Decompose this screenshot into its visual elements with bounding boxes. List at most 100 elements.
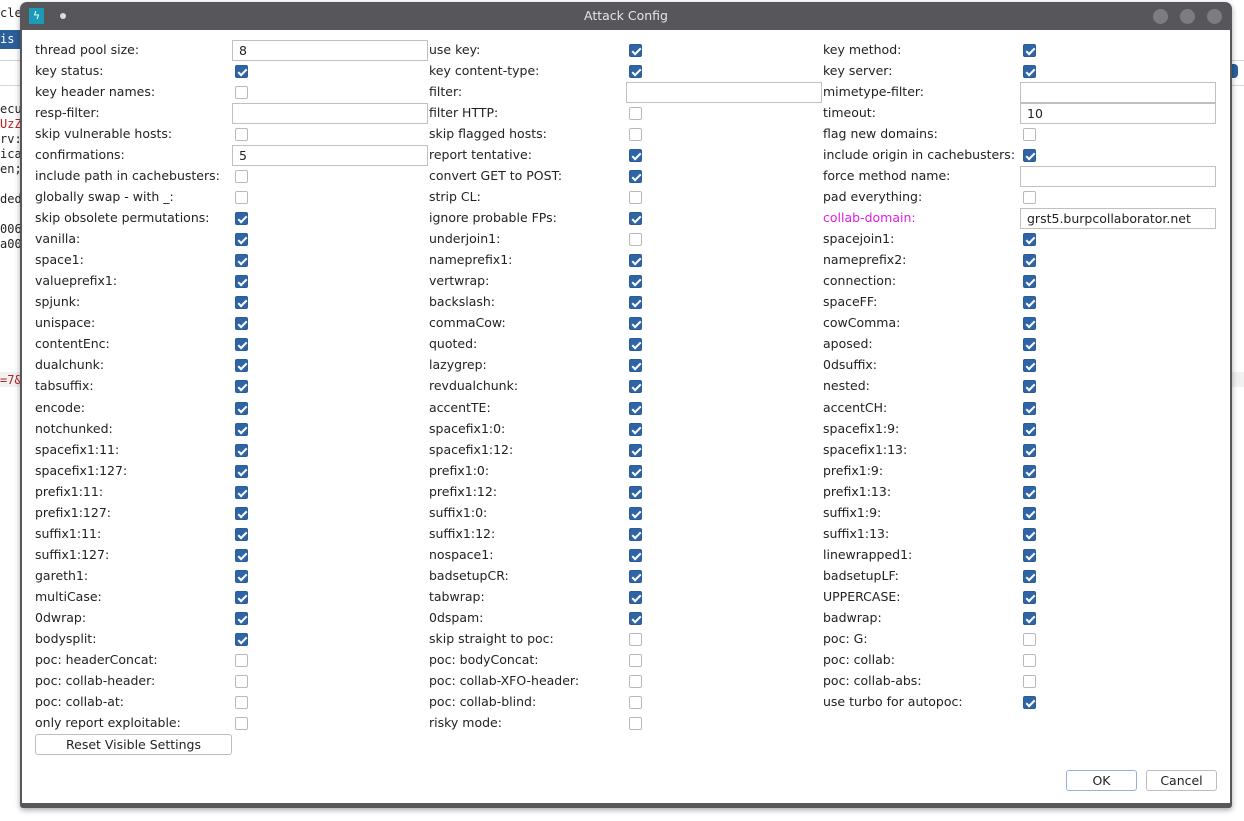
multicase-checkbox[interactable]: [235, 590, 248, 604]
reset-visible-settings-button[interactable]: Reset Visible Settings: [35, 734, 232, 755]
uppercase-checkbox[interactable]: [1023, 590, 1036, 604]
use-key-checkbox[interactable]: [629, 44, 642, 57]
include-origin-in-cachebusters-checkbox[interactable]: [1023, 149, 1036, 163]
prefix1-11-checkbox[interactable]: [235, 485, 248, 499]
quoted-checkbox[interactable]: [629, 338, 642, 352]
key-status-checkbox[interactable]: [235, 65, 248, 79]
bodysplit-checkbox[interactable]: [235, 632, 248, 646]
poc-collab-xfo-header-checkbox[interactable]: [629, 674, 642, 688]
underjoin1-checkbox[interactable]: [629, 233, 642, 247]
badsetuplf-checkbox[interactable]: [1023, 569, 1036, 583]
mimetype-filter-input[interactable]: [1020, 82, 1216, 104]
backslash-checkbox[interactable]: [629, 296, 642, 310]
encode-checkbox[interactable]: [235, 401, 248, 415]
dualchunk-checkbox[interactable]: [235, 359, 248, 373]
strip-cl-checkbox[interactable]: [629, 191, 642, 205]
suffix1-12-checkbox[interactable]: [629, 527, 642, 541]
suffix1-11-checkbox[interactable]: [235, 527, 248, 541]
filter-input[interactable]: [626, 82, 822, 104]
suffix1-13-checkbox[interactable]: [1023, 527, 1036, 541]
use-turbo-for-autopoc-checkbox[interactable]: [1023, 695, 1036, 709]
poc-collab-header-checkbox[interactable]: [235, 674, 248, 688]
spacefix1-12-checkbox[interactable]: [629, 443, 642, 457]
accentte-checkbox[interactable]: [629, 401, 642, 415]
spacefix1-13-checkbox[interactable]: [1023, 443, 1036, 457]
contentenc-checkbox[interactable]: [235, 338, 248, 352]
vanilla-checkbox[interactable]: [235, 233, 248, 247]
spacefix1-11-checkbox[interactable]: [235, 443, 248, 457]
prefix1-12-checkbox[interactable]: [629, 485, 642, 499]
title-bar[interactable]: ϟ Attack Config: [20, 2, 1232, 30]
skip-obsolete-permutations-checkbox[interactable]: [235, 212, 248, 226]
prefix1-127-checkbox[interactable]: [235, 506, 248, 520]
tabsuffix-checkbox[interactable]: [235, 380, 248, 394]
revdualchunk-checkbox[interactable]: [629, 380, 642, 394]
thread-pool-size-input[interactable]: 8: [232, 40, 428, 61]
key-server-checkbox[interactable]: [1023, 65, 1036, 79]
poc-g-checkbox[interactable]: [1023, 632, 1036, 646]
space1-checkbox[interactable]: [235, 254, 248, 268]
collab-domain-input[interactable]: grst5.burpcollaborator.net: [1020, 208, 1216, 230]
commacow-checkbox[interactable]: [629, 317, 642, 331]
poc-collab-checkbox[interactable]: [1023, 653, 1036, 667]
poc-headerconcat-checkbox[interactable]: [235, 653, 248, 667]
prefix1-9-checkbox[interactable]: [1023, 464, 1036, 478]
spjunk-checkbox[interactable]: [235, 296, 248, 310]
poc-collab-blind-checkbox[interactable]: [629, 695, 642, 709]
spacefix1-9-checkbox[interactable]: [1023, 422, 1036, 436]
suffix1-0-checkbox[interactable]: [629, 506, 642, 520]
poc-collab-at-checkbox[interactable]: [235, 695, 248, 709]
include-path-in-cachebusters-checkbox[interactable]: [235, 170, 248, 184]
spacefix1-0-checkbox[interactable]: [629, 422, 642, 436]
nested-checkbox[interactable]: [1023, 380, 1036, 394]
connection-checkbox[interactable]: [1023, 275, 1036, 289]
key-method-checkbox[interactable]: [1023, 44, 1036, 57]
filter-http-checkbox[interactable]: [629, 107, 642, 121]
resp-filter-input[interactable]: [232, 103, 428, 125]
maximize-button[interactable]: [1180, 9, 1195, 24]
vertwrap-checkbox[interactable]: [629, 275, 642, 289]
force-method-name-input[interactable]: [1020, 166, 1216, 188]
poc-collab-abs-checkbox[interactable]: [1023, 674, 1036, 688]
nameprefix1-checkbox[interactable]: [629, 254, 642, 268]
convert-get-to-post-checkbox[interactable]: [629, 170, 642, 184]
spacejoin1-checkbox[interactable]: [1023, 233, 1036, 247]
spaceff-checkbox[interactable]: [1023, 296, 1036, 310]
flag-new-domains-checkbox[interactable]: [1023, 128, 1036, 142]
ignore-probable-fps-checkbox[interactable]: [629, 212, 642, 226]
0dspam-checkbox[interactable]: [629, 611, 642, 625]
skip-flagged-hosts-checkbox[interactable]: [629, 128, 642, 142]
key-header-names-checkbox[interactable]: [235, 86, 248, 100]
lazygrep-checkbox[interactable]: [629, 359, 642, 373]
badsetupcr-checkbox[interactable]: [629, 569, 642, 583]
aposed-checkbox[interactable]: [1023, 338, 1036, 352]
minimize-button[interactable]: [1153, 9, 1168, 24]
risky-mode-checkbox[interactable]: [629, 716, 642, 730]
cowcomma-checkbox[interactable]: [1023, 317, 1036, 331]
skip-straight-to-poc-checkbox[interactable]: [629, 632, 642, 646]
poc-bodyconcat-checkbox[interactable]: [629, 653, 642, 667]
0dwrap-checkbox[interactable]: [235, 611, 248, 625]
prefix1-0-checkbox[interactable]: [629, 464, 642, 478]
nameprefix2-checkbox[interactable]: [1023, 254, 1036, 268]
unispace-checkbox[interactable]: [235, 317, 248, 331]
linewrapped1-checkbox[interactable]: [1023, 548, 1036, 562]
valueprefix1-checkbox[interactable]: [235, 275, 248, 289]
spacefix1-127-checkbox[interactable]: [235, 464, 248, 478]
nospace1-checkbox[interactable]: [629, 548, 642, 562]
confirmations-input[interactable]: 5: [232, 145, 428, 167]
0dsuffix-checkbox[interactable]: [1023, 359, 1036, 373]
accentch-checkbox[interactable]: [1023, 401, 1036, 415]
suffix1-127-checkbox[interactable]: [235, 548, 248, 562]
cancel-button[interactable]: Cancel: [1146, 770, 1217, 791]
notchunked-checkbox[interactable]: [235, 422, 248, 436]
pad-everything-checkbox[interactable]: [1023, 191, 1036, 205]
prefix1-13-checkbox[interactable]: [1023, 485, 1036, 499]
suffix1-9-checkbox[interactable]: [1023, 506, 1036, 520]
skip-vulnerable-hosts-checkbox[interactable]: [235, 128, 248, 142]
globally-swap-with-checkbox[interactable]: [235, 191, 248, 205]
badwrap-checkbox[interactable]: [1023, 611, 1036, 625]
key-content-type-checkbox[interactable]: [629, 65, 642, 79]
pin-icon[interactable]: [60, 13, 66, 19]
ok-button[interactable]: OK: [1066, 770, 1137, 791]
